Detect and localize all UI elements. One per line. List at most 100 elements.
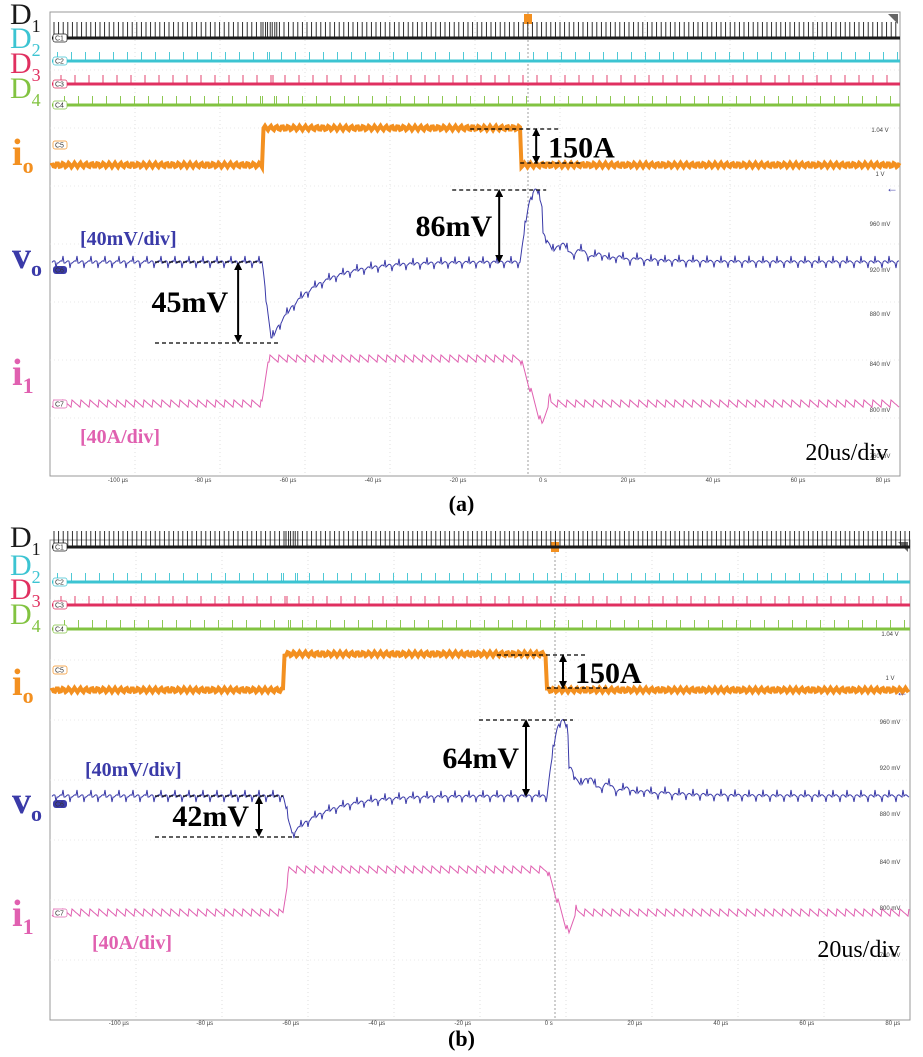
- x-tick-label: 20 µs: [627, 1021, 642, 1027]
- right-scale-label: 960 mV: [870, 222, 891, 228]
- channel-label-sub: 3: [32, 65, 41, 85]
- channel-label-d2: D2: [10, 22, 41, 60]
- i1-scale-label: [40A/div]: [80, 426, 160, 448]
- trace-i1: [51, 353, 900, 425]
- channel-tag-d2: [52, 56, 68, 66]
- channel-label-i1: i1: [12, 893, 34, 939]
- right-scale-label: 760 mV: [880, 953, 901, 959]
- channel-label-main: D: [10, 573, 32, 606]
- channel-label-d4: D4: [10, 598, 41, 636]
- channel-tag-vo: [53, 800, 67, 808]
- channel-label-main: D: [10, 549, 32, 582]
- vo-scale-label: [40mV/div]: [85, 759, 182, 781]
- channel-label-sub: o: [31, 256, 42, 281]
- channel-tag-text-io: C5: [55, 668, 64, 675]
- x-tick-label: 60 µs: [799, 1021, 814, 1027]
- channel-label-main: i: [12, 662, 23, 704]
- scope-screen-b: C1 C2 C3 C4 C5 C6 C7 -100 µs -80 µs -60 µs -40 µs -…: [10, 521, 911, 1027]
- channel-tag-text-i1: C7: [55, 402, 64, 409]
- channel-label-main: v: [12, 780, 31, 822]
- undershoot-label: 45mV: [151, 286, 228, 319]
- right-scale-label: 840 mV: [880, 860, 901, 866]
- x-tick-label: 40 µs: [713, 1021, 728, 1027]
- trace-d3-pulses: [60, 75, 888, 84]
- channel-tag-io: [52, 140, 68, 150]
- channel-tag-text-d1: C1: [55, 545, 64, 552]
- channel-label-main: i: [12, 132, 23, 174]
- overshoot-label: 86mV: [416, 210, 493, 243]
- trace-d4-pulses: [64, 620, 905, 629]
- channel-label-vo: vo: [12, 235, 42, 281]
- channel-label-main: D: [10, 72, 32, 105]
- channel-label-sub: 1: [32, 16, 41, 36]
- io-step-label: 150A: [575, 657, 642, 690]
- channel-tag-d4: [52, 100, 68, 110]
- channel-tag-text-io: C5: [55, 143, 64, 150]
- x-tick-label: -80 µs: [195, 478, 212, 484]
- x-tick-label: -80 µs: [196, 1021, 213, 1027]
- channel-label-sub: 1: [23, 914, 34, 939]
- trace-vo: [51, 188, 900, 339]
- trace-d2-pulses: [57, 573, 898, 582]
- channel-tag-i1: [52, 908, 68, 918]
- channel-label-main: D: [10, 521, 32, 554]
- x-tick-label: 80 µs: [885, 1021, 900, 1027]
- channel-label-sub: o: [23, 153, 34, 178]
- channel-label-io: io: [12, 132, 34, 178]
- trace-d3-pulses: [60, 596, 902, 605]
- overshoot-label: 64mV: [442, 742, 519, 775]
- channel-tag-d1: [52, 542, 68, 552]
- channel-label-main: D: [10, 598, 32, 631]
- channel-tag-text-d2: C2: [55, 59, 64, 66]
- channel-tag-text-d4: C4: [55, 627, 64, 634]
- x-tick-label: 60 µs: [791, 478, 806, 484]
- x-tick-label: 0 s: [545, 1021, 553, 1027]
- x-tick-label: -40 µs: [368, 1021, 385, 1027]
- channel-tag-text-vo: C6: [55, 268, 64, 275]
- channel-tag-d4: [52, 624, 68, 634]
- right-scale-label: 1 V: [875, 172, 884, 178]
- channel-label-i1: i1: [12, 352, 34, 398]
- channel-label-d2: D2: [10, 549, 41, 587]
- right-scale-label: 920 mV: [870, 268, 891, 274]
- right-scale-label: 1.04 V: [871, 128, 888, 134]
- trace-d1-pulses: [53, 531, 911, 547]
- scope-screen-a: C1 C2 C3 C4 C5 C6 C7 -100 µs -80 µs -60 µs -40 µs -…: [10, 0, 902, 484]
- channel-label-main: D: [10, 47, 32, 80]
- channel-label-sub: 2: [32, 567, 41, 587]
- io-step-label: 150A: [548, 132, 615, 165]
- x-tick-label: -20 µs: [454, 1021, 471, 1027]
- timebase-label: 20us/div: [817, 937, 900, 963]
- channel-tag-text-d1: C1: [55, 36, 64, 43]
- right-scale-label: 960 mV: [880, 720, 901, 726]
- x-tick-label: -60 µs: [280, 478, 297, 484]
- trace-io: [50, 122, 902, 175]
- x-tick-label: 20 µs: [621, 478, 636, 484]
- channel-label-main: D: [10, 22, 32, 55]
- channel-label-d1: D1: [10, 0, 41, 36]
- channel-tag-i1: [52, 399, 68, 409]
- channel-label-sub: o: [23, 683, 34, 708]
- scope-panel-a: C1 C2 C3 C4 C5 C6 C7 -100 µs -80 µs -60 µs -40 µs -…: [0, 0, 923, 490]
- offset-arrow-icon: ←: [896, 685, 908, 699]
- x-tick-label: 0 s: [539, 478, 547, 484]
- channel-label-sub: 2: [32, 40, 41, 60]
- x-tick-label: 80 µs: [876, 478, 891, 484]
- offset-arrow-icon: ←: [886, 181, 898, 195]
- trace-vo: [51, 718, 910, 839]
- channel-tag-d2: [52, 577, 68, 587]
- channel-label-main: i: [12, 893, 23, 935]
- trace-d4-pulses: [64, 96, 891, 105]
- trace-d1-pulses: [53, 22, 897, 38]
- undershoot-label: 42mV: [172, 800, 249, 833]
- caption-b: (b): [448, 1026, 475, 1051]
- x-tick-label: -100 µs: [109, 1021, 129, 1027]
- channel-tag-text-d3: C3: [55, 82, 64, 89]
- x-tick-label: -40 µs: [365, 478, 382, 484]
- channel-label-sub: 4: [32, 90, 41, 110]
- channel-label-io: io: [12, 662, 34, 708]
- channel-label-d4: D4: [10, 72, 41, 110]
- x-tick-label: 40 µs: [706, 478, 721, 484]
- right-scale-label: 880 mV: [870, 312, 891, 318]
- right-scale-label: 1 V: [885, 676, 894, 682]
